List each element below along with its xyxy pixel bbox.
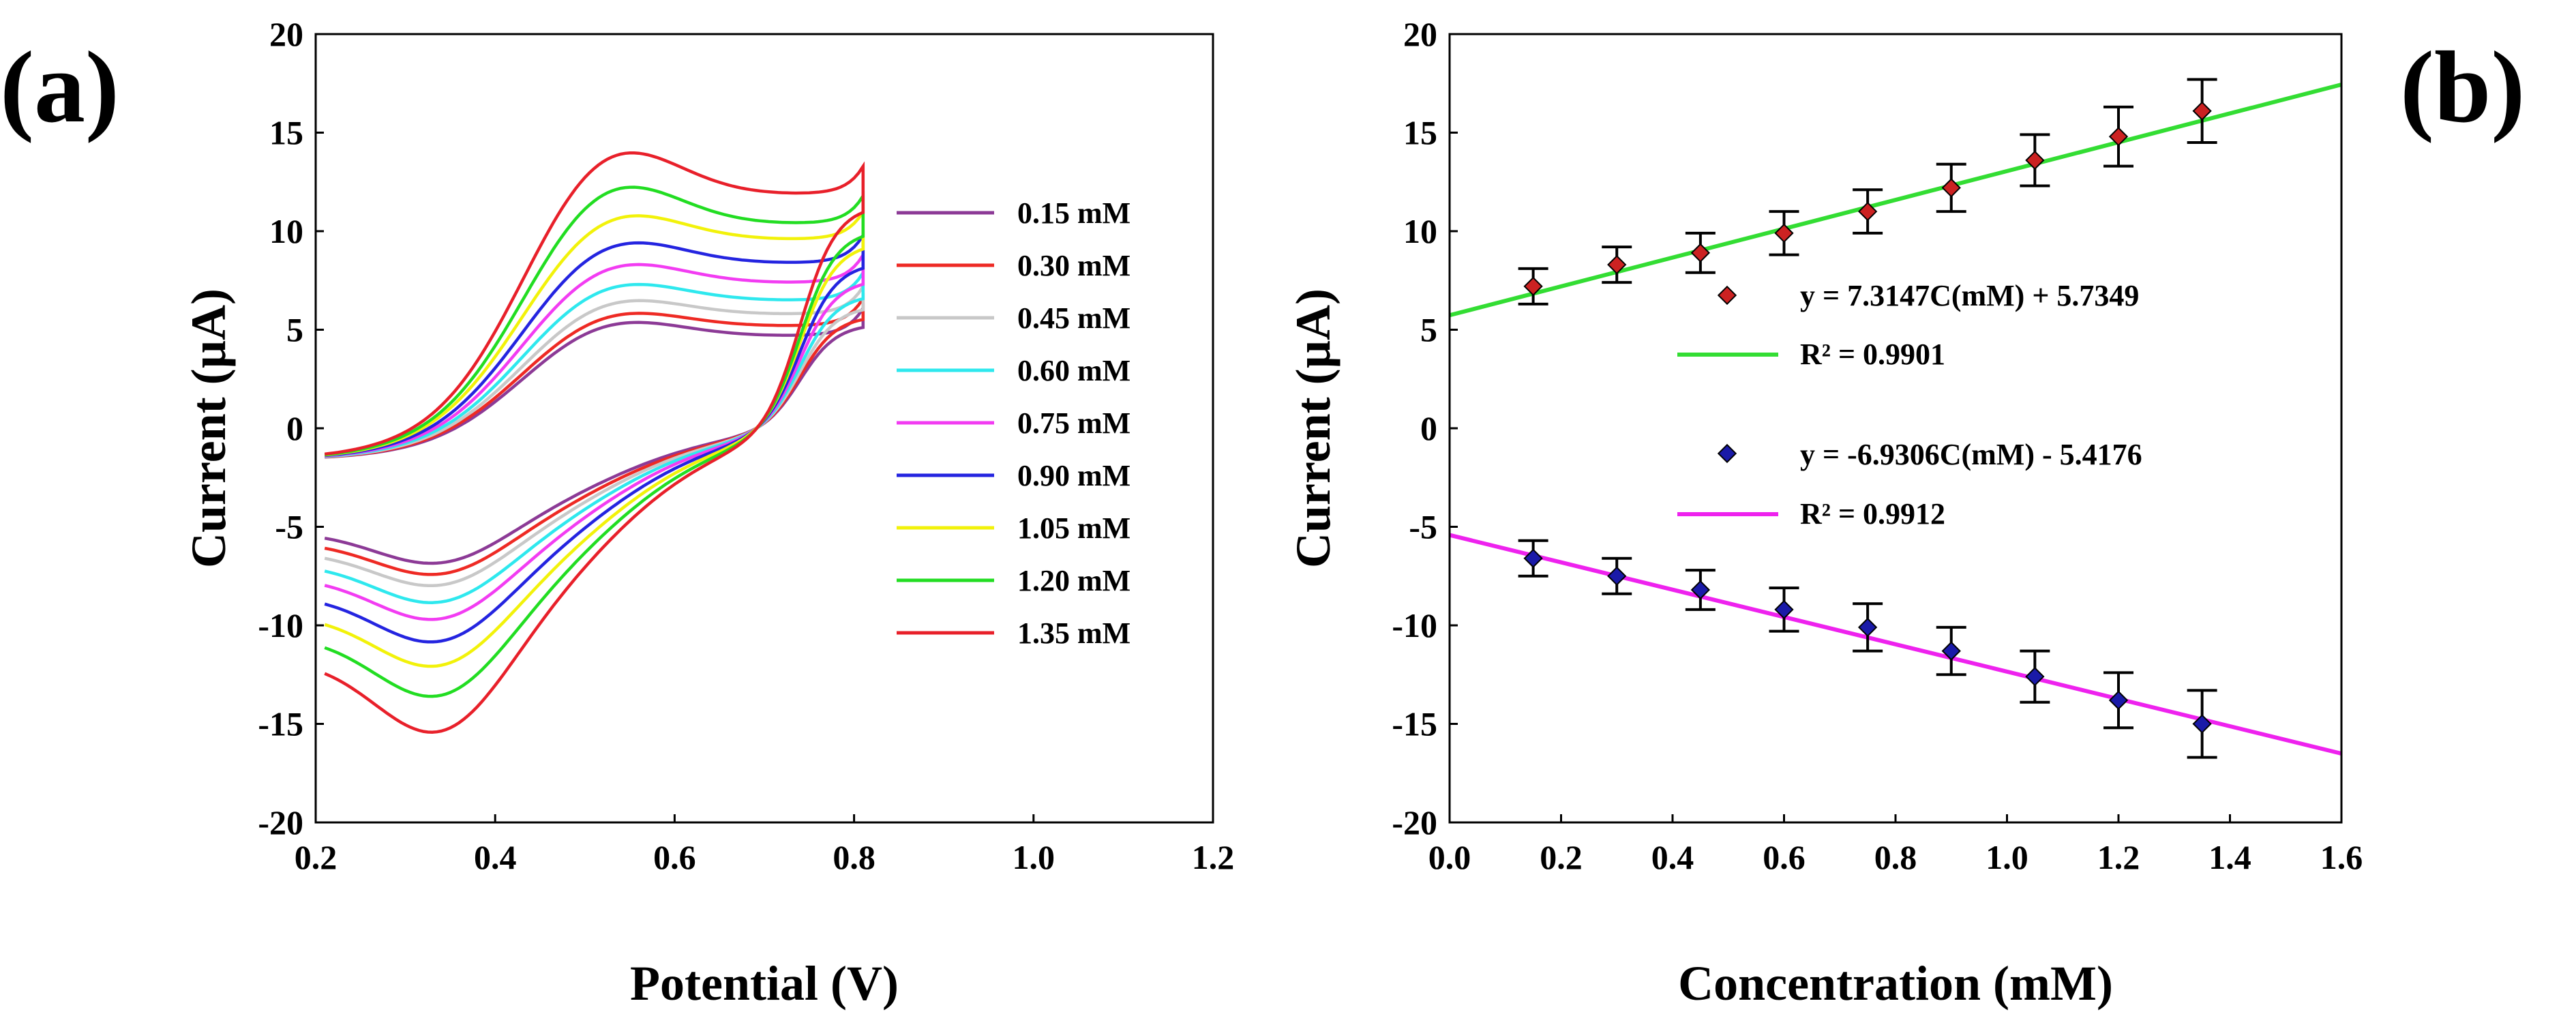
anodic-data-point — [1857, 201, 1878, 222]
panel-b-plot-frame — [1448, 33, 2343, 824]
panel-a-y-tick-label: 15 — [269, 114, 303, 152]
panel-b-y-tick-label: -10 — [1392, 606, 1437, 644]
panel-b-x-tick-label: 1.4 — [2208, 838, 2251, 876]
panel-a-x-tick-label: 0.8 — [833, 838, 875, 876]
cathodic-data-point — [1690, 580, 1711, 600]
panel-b-y-tick-label: 15 — [1403, 114, 1437, 152]
panel-a-x-tick-label: 0.2 — [295, 838, 338, 876]
anodic-data-point — [2192, 101, 2212, 121]
panel-b-x-tick-label: 1.2 — [2097, 838, 2140, 876]
panel-a-label: (a) — [0, 31, 119, 144]
panel-b-y-tick-label: -15 — [1392, 705, 1437, 743]
cathodic-fit-equation: y = -6.9306C(mM) - 5.4176 — [1800, 438, 2142, 471]
legend-label-1-05-mM: 1.05 mM — [1017, 511, 1130, 545]
panel-a-y-tick-label: -5 — [275, 508, 303, 546]
anodic-fit-r2: R² = 0.9901 — [1800, 338, 1945, 371]
legend-label-0-60-mM: 0.60 mM — [1017, 354, 1130, 387]
panel-b-y-tick-label: 20 — [1403, 15, 1437, 53]
panel-a-x-tick-label: 1.2 — [1192, 838, 1235, 876]
panel-b-y-tick-label: -5 — [1409, 508, 1437, 546]
panel-a-y-tick-label: 10 — [269, 212, 303, 250]
panel-b-x-tick-label: 1.6 — [2320, 838, 2363, 876]
anodic-data-point — [2108, 127, 2129, 147]
panel-b-y-tick-label: 0 — [1420, 409, 1437, 447]
cathodic-data-point — [2192, 714, 2212, 734]
anodic-fit-line — [1449, 83, 2342, 318]
cv-curve-1-35-mM — [324, 151, 865, 734]
legend-label-0-15-mM: 0.15 mM — [1017, 196, 1130, 230]
panel-b-x-tick-label: 0.4 — [1651, 838, 1694, 876]
panel-b-y-tick-label: -20 — [1392, 803, 1437, 842]
panel-b-x-tick-label: 0.8 — [1874, 838, 1917, 876]
anodic-data-point — [1774, 223, 1794, 243]
legend-label-1-35-mM: 1.35 mM — [1017, 616, 1130, 650]
panel-b-x-tick-label: 0.0 — [1428, 838, 1471, 876]
panel-a-y-tick-label: -15 — [258, 705, 303, 743]
panel-b-x-tick-label: 0.6 — [1763, 838, 1806, 876]
panel-a-legend: 0.15 mM 0.30 mM 0.45 mM 0.60 mM 0.75 mM 0.90 … — [897, 196, 1130, 650]
anodic-data-point — [1941, 178, 1961, 198]
anodic-data-point — [1690, 243, 1711, 263]
anodic-data-point — [1607, 254, 1627, 275]
cathodic-data-point — [1941, 641, 1961, 661]
panel-b-x-tick-label: 0.2 — [1540, 838, 1583, 876]
cathodic-data-point — [1774, 599, 1794, 620]
anodic-data-point — [2025, 150, 2045, 170]
cathodic-data-point — [1607, 566, 1627, 586]
panel-a-cyclic-voltammogram: (a) 20 15 10 5 0 -5 -10 -15 -200.2 0.4 0.6 0.8 1.0 1.… — [0, 15, 1234, 1011]
cv-curve-1-20-mM — [324, 185, 865, 698]
anodic-legend-marker — [1717, 285, 1737, 306]
panel-a-y-tick-label: 0 — [286, 409, 303, 447]
panel-b-y-tick-label: 10 — [1403, 212, 1437, 250]
cathodic-data-point — [1523, 548, 1543, 568]
panel-b-x-tick-label: 1.0 — [1986, 838, 2028, 876]
cathodic-fit-line — [1449, 533, 2342, 756]
panel-a-x-axis-label: Potential (V) — [630, 956, 899, 1011]
legend-label-0-90-mM: 0.90 mM — [1017, 459, 1130, 492]
legend-label-0-45-mM: 0.45 mM — [1017, 301, 1130, 335]
panel-a-y-axis-label: Current (µA) — [181, 288, 236, 568]
panel-a-x-tick-label: 1.0 — [1013, 838, 1055, 876]
panel-b-y-axis-label: Current (µA) — [1286, 288, 1341, 568]
anodic-data-point — [1523, 276, 1543, 297]
cathodic-data-point — [2025, 666, 2045, 687]
panel-a-x-tick-label: 0.4 — [474, 838, 517, 876]
cathodic-data-point — [2108, 690, 2129, 710]
legend-label-0-75-mM: 0.75 mM — [1017, 406, 1130, 440]
panel-a-y-tick-label: 5 — [286, 311, 303, 349]
cv-curve-0-90-mM — [324, 230, 865, 644]
panel-a-y-tick-label: -20 — [258, 803, 303, 842]
panel-a-y-tick-label: 20 — [269, 15, 303, 53]
panel-b-calibration-plot: (b) 20 15 10 5 0 -5 -10 -15 -200.0 0.2 0.4 0.6 0.8 1.… — [1286, 15, 2525, 1011]
cathodic-fit-r2: R² = 0.9912 — [1800, 497, 1945, 531]
anodic-fit-equation: y = 7.3147C(mM) + 5.7349 — [1800, 279, 2139, 312]
legend-label-1-20-mM: 1.20 mM — [1017, 564, 1130, 597]
legend-label-0-30-mM: 0.30 mM — [1017, 249, 1130, 282]
panel-a-x-tick-label: 0.6 — [653, 838, 696, 876]
panel-b-label: (b) — [2400, 31, 2525, 144]
panel-a-y-tick-label: -10 — [258, 606, 303, 644]
panel-b-y-tick-label: 5 — [1420, 311, 1437, 349]
panel-b-x-axis-label: Concentration (mM) — [1678, 956, 2113, 1011]
cathodic-data-point — [1857, 617, 1878, 638]
cathodic-legend-marker — [1717, 443, 1737, 464]
panel-b-legend: y = 7.3147C(mM) + 5.7349 R² = 0.9901 y =… — [1677, 279, 2142, 531]
